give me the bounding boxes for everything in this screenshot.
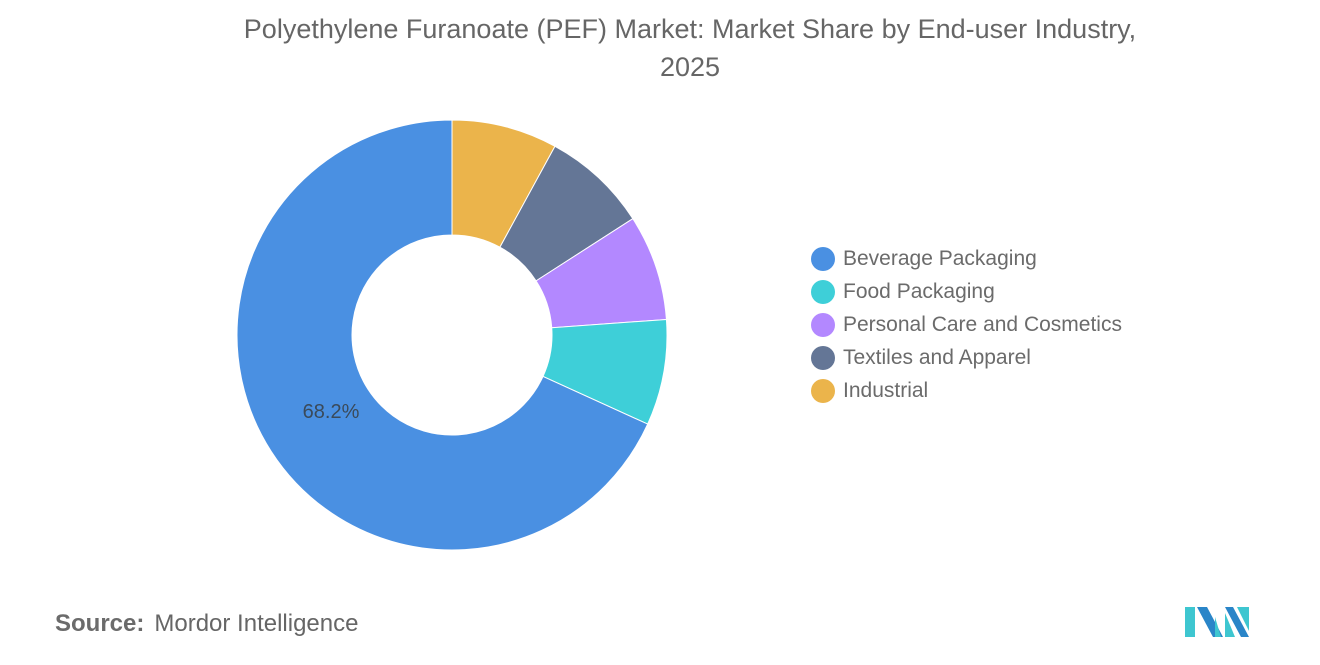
legend-item-textiles[interactable]: Textiles and Apparel bbox=[811, 341, 1122, 374]
legend-swatch-icon bbox=[811, 345, 835, 370]
chart-title-line1: Polyethylene Furanoate (PEF) Market: Mar… bbox=[243, 14, 1137, 44]
donut-slices bbox=[236, 119, 668, 551]
mordor-intelligence-logo-icon bbox=[1185, 607, 1249, 637]
legend-swatch-icon bbox=[811, 312, 835, 337]
chart-title: Polyethylene Furanoate (PEF) Market: Mar… bbox=[0, 10, 1320, 86]
legend-label: Food Packaging bbox=[843, 279, 995, 303]
source-note: Source: Mordor Intelligence bbox=[55, 610, 358, 638]
legend: Beverage Packaging Food Packaging Person… bbox=[811, 242, 1122, 407]
legend-label: Beverage Packaging bbox=[843, 246, 1037, 270]
legend-item-personal-care[interactable]: Personal Care and Cosmetics bbox=[811, 308, 1122, 341]
slice-beverage-packaging[interactable] bbox=[236, 119, 649, 551]
source-value: Mordor Intelligence bbox=[154, 610, 359, 637]
chart-title-line2: 2025 bbox=[659, 52, 721, 82]
legend-swatch-icon bbox=[811, 279, 835, 304]
legend-item-beverage-packaging[interactable]: Beverage Packaging bbox=[811, 242, 1122, 275]
legend-swatch-icon bbox=[811, 246, 835, 271]
legend-label: Personal Care and Cosmetics bbox=[843, 312, 1122, 336]
legend-swatch-icon bbox=[811, 378, 835, 403]
source-key: Source: bbox=[55, 610, 145, 637]
data-label-beverage: 68.2% bbox=[303, 401, 360, 423]
legend-item-industrial[interactable]: Industrial bbox=[811, 374, 1122, 407]
legend-label: Textiles and Apparel bbox=[843, 345, 1031, 369]
legend-label: Industrial bbox=[843, 378, 929, 402]
legend-item-food-packaging[interactable]: Food Packaging bbox=[811, 275, 1122, 308]
